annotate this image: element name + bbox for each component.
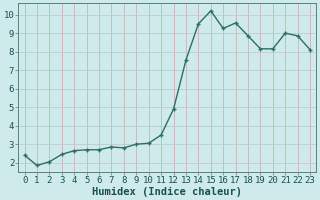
X-axis label: Humidex (Indice chaleur): Humidex (Indice chaleur) — [92, 186, 242, 197]
